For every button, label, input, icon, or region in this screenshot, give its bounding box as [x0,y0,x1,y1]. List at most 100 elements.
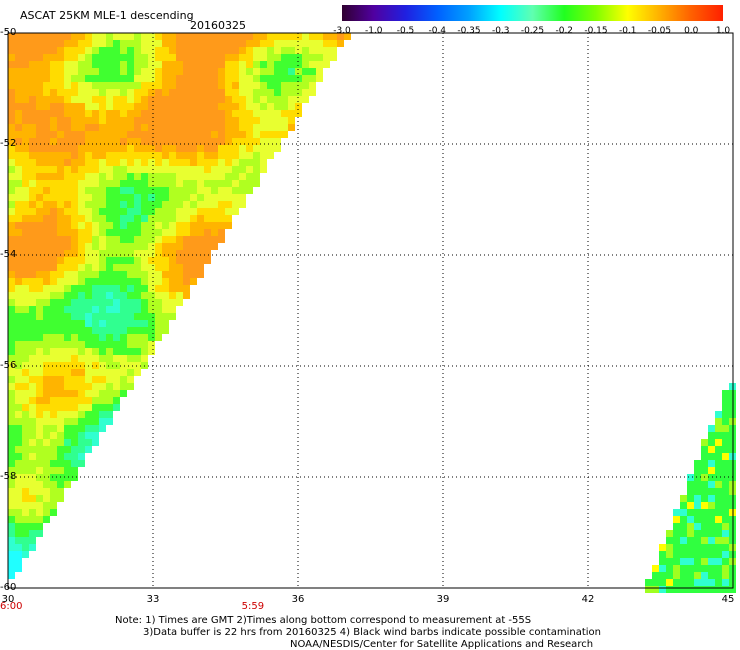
data-cell [99,278,106,285]
data-cell [274,110,281,117]
data-cell [253,166,260,173]
data-cell [22,201,29,208]
data-cell [169,40,176,47]
data-cell [127,313,134,320]
data-cell [92,89,99,96]
data-cell [78,131,85,138]
data-cell [127,222,134,229]
data-cell [43,54,50,61]
data-cell [50,271,57,278]
data-cell [120,47,127,54]
data-cell [218,131,225,138]
data-cell [204,145,211,152]
data-cell [190,222,197,229]
data-cell [99,201,106,208]
data-cell [57,334,64,341]
data-cell [225,75,232,82]
data-cell [211,222,218,229]
data-cell [71,159,78,166]
data-cell [78,187,85,194]
data-cell [36,383,43,390]
data-cell [722,432,729,439]
data-cell [85,82,92,89]
data-cell [218,75,225,82]
data-cell [71,145,78,152]
data-cell [57,166,64,173]
data-cell [253,110,260,117]
data-cell [148,264,155,271]
data-cell [211,124,218,131]
data-cell [169,138,176,145]
data-cell [78,236,85,243]
data-cell [127,124,134,131]
data-cell [71,250,78,257]
data-cell [57,348,64,355]
data-cell [211,173,218,180]
data-cell [134,173,141,180]
data-cell [50,89,57,96]
data-cell [211,54,218,61]
data-cell [78,425,85,432]
data-cell [85,173,92,180]
data-cell [701,439,708,446]
data-cell [204,215,211,222]
data-cell [183,243,190,250]
data-cell [113,75,120,82]
data-cell [85,278,92,285]
data-cell [211,82,218,89]
data-cell [113,208,120,215]
data-cell [22,446,29,453]
data-cell [155,320,162,327]
data-cell [92,243,99,250]
data-cell [708,586,715,593]
data-cell [99,411,106,418]
data-cell [64,278,71,285]
data-cell [92,131,99,138]
data-cell [302,89,309,96]
data-cell [162,96,169,103]
data-cell [197,61,204,68]
data-cell [708,474,715,481]
data-cell [211,61,218,68]
data-cell [218,103,225,110]
data-cell [715,460,722,467]
data-cell [183,215,190,222]
data-cell [701,572,708,579]
data-cell [71,117,78,124]
data-cell [8,334,15,341]
data-cell [155,194,162,201]
data-cell [141,299,148,306]
data-cell [85,222,92,229]
data-cell [106,110,113,117]
data-cell [120,320,127,327]
data-cell [113,278,120,285]
data-cell [57,418,64,425]
colorbar-label: -0.35 [457,26,481,36]
data-cell [134,285,141,292]
data-cell [190,103,197,110]
colorbar-label: -0.1 [618,26,637,36]
data-cell [15,194,22,201]
data-cell [71,229,78,236]
data-cell [57,103,64,110]
data-cell [64,208,71,215]
data-cell [190,89,197,96]
colorbar-label: -0.3 [491,26,510,36]
data-cell [267,54,274,61]
data-cell [50,54,57,61]
data-cell [190,201,197,208]
data-cell [113,124,120,131]
data-cell [666,537,673,544]
data-cell [211,166,218,173]
data-cell [176,159,183,166]
data-cell [85,89,92,96]
data-cell [43,411,50,418]
data-cell [232,110,239,117]
data-cell [78,215,85,222]
data-cell [169,173,176,180]
data-cell [50,110,57,117]
data-cell [155,33,162,40]
data-cell [260,54,267,61]
data-cell [162,299,169,306]
data-cell [120,208,127,215]
